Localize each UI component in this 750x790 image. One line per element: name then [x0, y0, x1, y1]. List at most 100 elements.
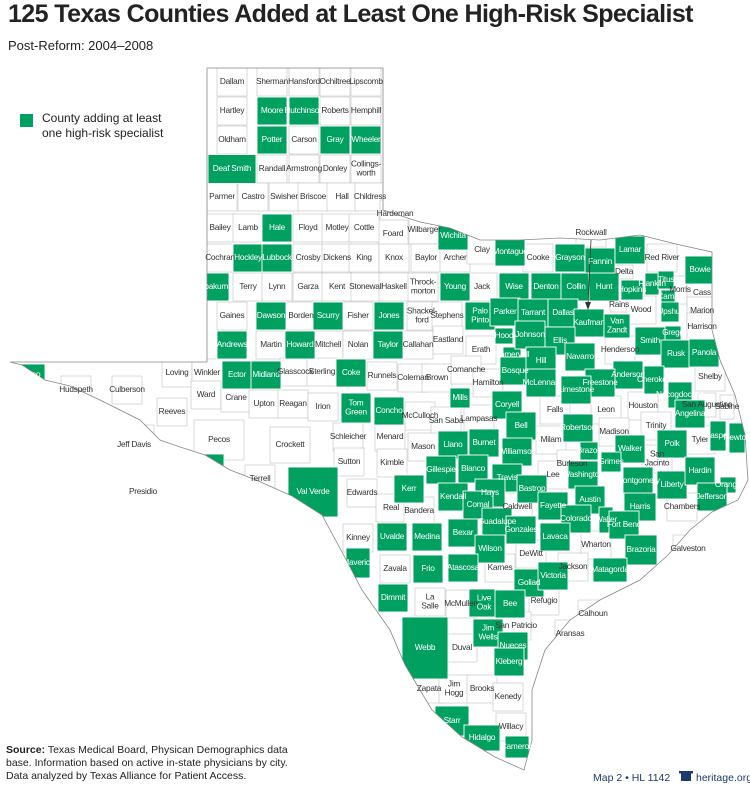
county-label: Childress: [354, 191, 386, 201]
county: [277, 389, 309, 419]
county-label-line: morton: [411, 286, 436, 296]
county-highlighted: [288, 96, 320, 126]
county: [646, 243, 678, 273]
county-label: El Paso: [14, 369, 41, 379]
county-label: Freestone: [582, 377, 618, 387]
county-label: Andrews: [217, 339, 248, 349]
source-text: Texas Medical Board, Physican Demographi…: [45, 744, 288, 756]
county-label: Zapata: [417, 683, 442, 693]
county-label: Brooks: [470, 683, 494, 693]
county: [232, 213, 264, 243]
county-label: Hunt: [596, 281, 613, 291]
county-label: Van Zandt: [607, 316, 628, 335]
county-label: La Salle: [421, 592, 439, 611]
county-highlighted: [498, 272, 530, 302]
county: [350, 154, 382, 184]
county-label: Milam: [541, 434, 562, 444]
county-label: Hardin: [689, 465, 713, 475]
county-label: Duval: [452, 642, 472, 652]
county-label: Stephens: [430, 310, 463, 320]
county-label: Kenedy: [495, 691, 523, 701]
county-label: Jefferson: [696, 491, 728, 501]
county-label: Foard: [383, 228, 404, 238]
county: [598, 417, 630, 447]
county: [321, 272, 353, 302]
county-highlighted: [696, 482, 728, 512]
county-highlighted: [614, 235, 646, 265]
county-label: Briscoe: [300, 191, 327, 201]
county-label: Gregg: [662, 327, 684, 337]
county-label: Knox: [385, 252, 404, 262]
county-label: Cherokee: [637, 374, 672, 384]
county-label: Archer: [444, 252, 467, 262]
county-highlighted: [504, 735, 530, 759]
county-label-line: ford: [415, 315, 429, 325]
county-highlighted: [499, 356, 531, 386]
county-label: Johnson: [515, 329, 545, 339]
county-label: Tarrant: [521, 307, 546, 317]
county-highlighted: [624, 534, 658, 566]
county-label-line: Collings-: [351, 159, 382, 169]
county-highlighted: [603, 313, 631, 339]
county-label: Jim Wells: [479, 623, 498, 642]
county-highlighted: [250, 360, 282, 390]
county: [438, 674, 470, 704]
county-label: Throck-morton: [410, 277, 437, 296]
county-label: Lipscomb: [349, 76, 383, 86]
county-label: Webb: [415, 642, 436, 652]
county-label: Reagan: [279, 398, 307, 408]
county-label: Henderson: [601, 344, 640, 354]
county: [237, 182, 269, 212]
county-highlighted: [547, 298, 579, 328]
county-label: Palo Pinto: [471, 306, 489, 325]
county-label: Llano: [443, 439, 463, 449]
county-label: Carson: [291, 134, 317, 144]
county-label: Bailey: [209, 222, 231, 232]
county-highlighted: [684, 255, 716, 285]
county-label: Coryell: [495, 399, 519, 409]
county-highlighted: [335, 358, 367, 388]
county-label: Kleberg: [496, 656, 523, 666]
county-label: Culberson: [109, 384, 145, 394]
county-label: Collings-worth: [351, 159, 382, 178]
county-highlighted: [501, 437, 533, 467]
county: [430, 406, 462, 436]
county-label: Comal: [467, 499, 490, 509]
source-text: base. Information based on active in-sta…: [6, 757, 288, 769]
county: [111, 375, 143, 405]
county-label: Lamb: [238, 222, 258, 232]
county-label: Bee: [503, 598, 518, 608]
county-highlighted: [660, 301, 680, 323]
county-label: Brewster: [182, 496, 213, 506]
county-label: Irion: [316, 401, 332, 411]
county-label: Winkler: [194, 367, 220, 377]
county-label: Mason: [411, 441, 435, 451]
county-label-line: Salle: [421, 601, 439, 611]
county: [342, 330, 374, 360]
county-label: Ochiltree: [320, 76, 352, 86]
county-label: Camp: [657, 291, 679, 301]
county-label: Cameron: [501, 741, 534, 751]
county: [410, 243, 442, 273]
county: [161, 358, 193, 388]
county-label: Hidalgo: [469, 732, 496, 742]
county-label: Martin: [260, 339, 282, 349]
county-label: Polk: [664, 438, 680, 448]
county-label: Victoria: [540, 570, 566, 580]
county-highlighted: [674, 399, 706, 429]
county-label: Shackel-ford: [407, 306, 438, 325]
county-label: Dallas: [552, 307, 574, 317]
footer-icon: [679, 771, 693, 781]
county: [288, 125, 320, 155]
county: [348, 213, 380, 243]
county-label: Goliad: [518, 577, 541, 587]
county-highlighted: [261, 243, 293, 273]
county-highlighted: [622, 466, 654, 496]
county-label: Limestone: [558, 384, 595, 394]
county-label: Nueces: [500, 640, 527, 650]
county-label: Wichita: [440, 230, 466, 240]
county-label: Madison: [599, 426, 629, 436]
county-highlighted: [284, 330, 316, 360]
county-label: McCulloch: [402, 410, 439, 420]
